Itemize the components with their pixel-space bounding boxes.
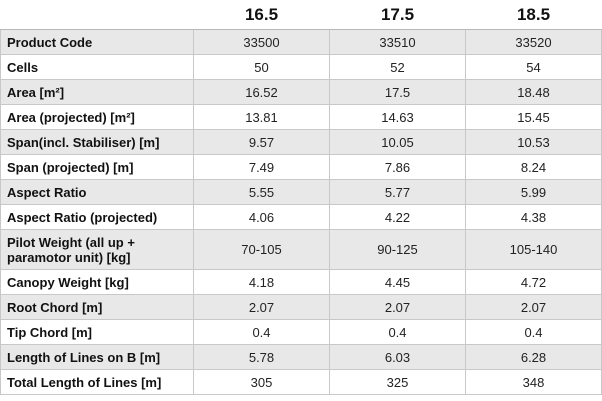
table-row: Aspect Ratio (projected) 4.06 4.22 4.38 bbox=[0, 204, 602, 230]
cell-value: 348 bbox=[465, 369, 602, 395]
table-row: Pilot Weight (all up + paramotor unit) [… bbox=[0, 229, 602, 270]
column-header: 17.5 bbox=[329, 0, 466, 30]
cell-value: 6.03 bbox=[329, 344, 466, 370]
cell-value: 18.48 bbox=[465, 79, 602, 105]
row-label: Area [m²] bbox=[0, 79, 194, 105]
cell-value: 15.45 bbox=[465, 104, 602, 130]
cell-value: 14.63 bbox=[329, 104, 466, 130]
cell-value: 0.4 bbox=[193, 319, 330, 345]
table-row: Root Chord [m] 2.07 2.07 2.07 bbox=[0, 294, 602, 320]
cell-value: 5.78 bbox=[193, 344, 330, 370]
cell-value: 5.99 bbox=[465, 179, 602, 205]
cell-value: 4.18 bbox=[193, 269, 330, 295]
table-row: Aspect Ratio 5.55 5.77 5.99 bbox=[0, 179, 602, 205]
row-label: Canopy Weight [kg] bbox=[0, 269, 194, 295]
cell-value: 4.38 bbox=[465, 204, 602, 230]
cell-value: 5.55 bbox=[193, 179, 330, 205]
cell-value: 105-140 bbox=[465, 229, 602, 270]
table-row: Span(incl. Stabiliser) [m] 9.57 10.05 10.53 bbox=[0, 129, 602, 155]
cell-value: 4.22 bbox=[329, 204, 466, 230]
cell-value: 5.77 bbox=[329, 179, 466, 205]
cell-value: 90-125 bbox=[329, 229, 466, 270]
cell-value: 8.24 bbox=[465, 154, 602, 180]
cell-value: 4.72 bbox=[465, 269, 602, 295]
cell-value: 9.57 bbox=[193, 129, 330, 155]
cell-value: 6.28 bbox=[465, 344, 602, 370]
table-row: Area [m²] 16.52 17.5 18.48 bbox=[0, 79, 602, 105]
table-row: Canopy Weight [kg] 4.18 4.45 4.72 bbox=[0, 269, 602, 295]
corner-cell bbox=[0, 0, 194, 30]
cell-value: 10.05 bbox=[329, 129, 466, 155]
row-label: Length of Lines on B [m] bbox=[0, 344, 194, 370]
row-label: Product Code bbox=[0, 29, 194, 55]
table-body: Product Code 33500 33510 33520 Cells 50 52 54 Ar… bbox=[0, 29, 602, 395]
table-row: Cells 50 52 54 bbox=[0, 54, 602, 80]
cell-value: 54 bbox=[465, 54, 602, 80]
cell-value: 4.06 bbox=[193, 204, 330, 230]
cell-value: 0.4 bbox=[465, 319, 602, 345]
cell-value: 33510 bbox=[329, 29, 466, 55]
cell-value: 33500 bbox=[193, 29, 330, 55]
table-row: Length of Lines on B [m] 5.78 6.03 6.28 bbox=[0, 344, 602, 370]
table-row: Product Code 33500 33510 33520 bbox=[0, 29, 602, 55]
row-label: Root Chord [m] bbox=[0, 294, 194, 320]
cell-value: 70-105 bbox=[193, 229, 330, 270]
header-row: 16.5 17.5 18.5 bbox=[0, 0, 602, 30]
cell-value: 2.07 bbox=[465, 294, 602, 320]
column-header: 18.5 bbox=[465, 0, 602, 30]
row-label: Cells bbox=[0, 54, 194, 80]
row-label: Span (projected) [m] bbox=[0, 154, 194, 180]
table-row: Area (projected) [m²] 13.81 14.63 15.45 bbox=[0, 104, 602, 130]
cell-value: 17.5 bbox=[329, 79, 466, 105]
cell-value: 2.07 bbox=[193, 294, 330, 320]
cell-value: 33520 bbox=[465, 29, 602, 55]
cell-value: 0.4 bbox=[329, 319, 466, 345]
row-label: Aspect Ratio bbox=[0, 179, 194, 205]
table-row: Total Length of Lines [m] 305 325 348 bbox=[0, 369, 602, 395]
row-label: Total Length of Lines [m] bbox=[0, 369, 194, 395]
row-label: Span(incl. Stabiliser) [m] bbox=[0, 129, 194, 155]
cell-value: 2.07 bbox=[329, 294, 466, 320]
table-row: Span (projected) [m] 7.49 7.86 8.24 bbox=[0, 154, 602, 180]
cell-value: 7.86 bbox=[329, 154, 466, 180]
column-header: 16.5 bbox=[193, 0, 330, 30]
cell-value: 7.49 bbox=[193, 154, 330, 180]
cell-value: 52 bbox=[329, 54, 466, 80]
row-label: Tip Chord [m] bbox=[0, 319, 194, 345]
cell-value: 16.52 bbox=[193, 79, 330, 105]
row-label: Pilot Weight (all up + paramotor unit) [… bbox=[0, 229, 194, 270]
cell-value: 50 bbox=[193, 54, 330, 80]
cell-value: 305 bbox=[193, 369, 330, 395]
cell-value: 13.81 bbox=[193, 104, 330, 130]
table-row: Tip Chord [m] 0.4 0.4 0.4 bbox=[0, 319, 602, 345]
row-label: Area (projected) [m²] bbox=[0, 104, 194, 130]
cell-value: 4.45 bbox=[329, 269, 466, 295]
cell-value: 10.53 bbox=[465, 129, 602, 155]
cell-value: 325 bbox=[329, 369, 466, 395]
row-label: Aspect Ratio (projected) bbox=[0, 204, 194, 230]
